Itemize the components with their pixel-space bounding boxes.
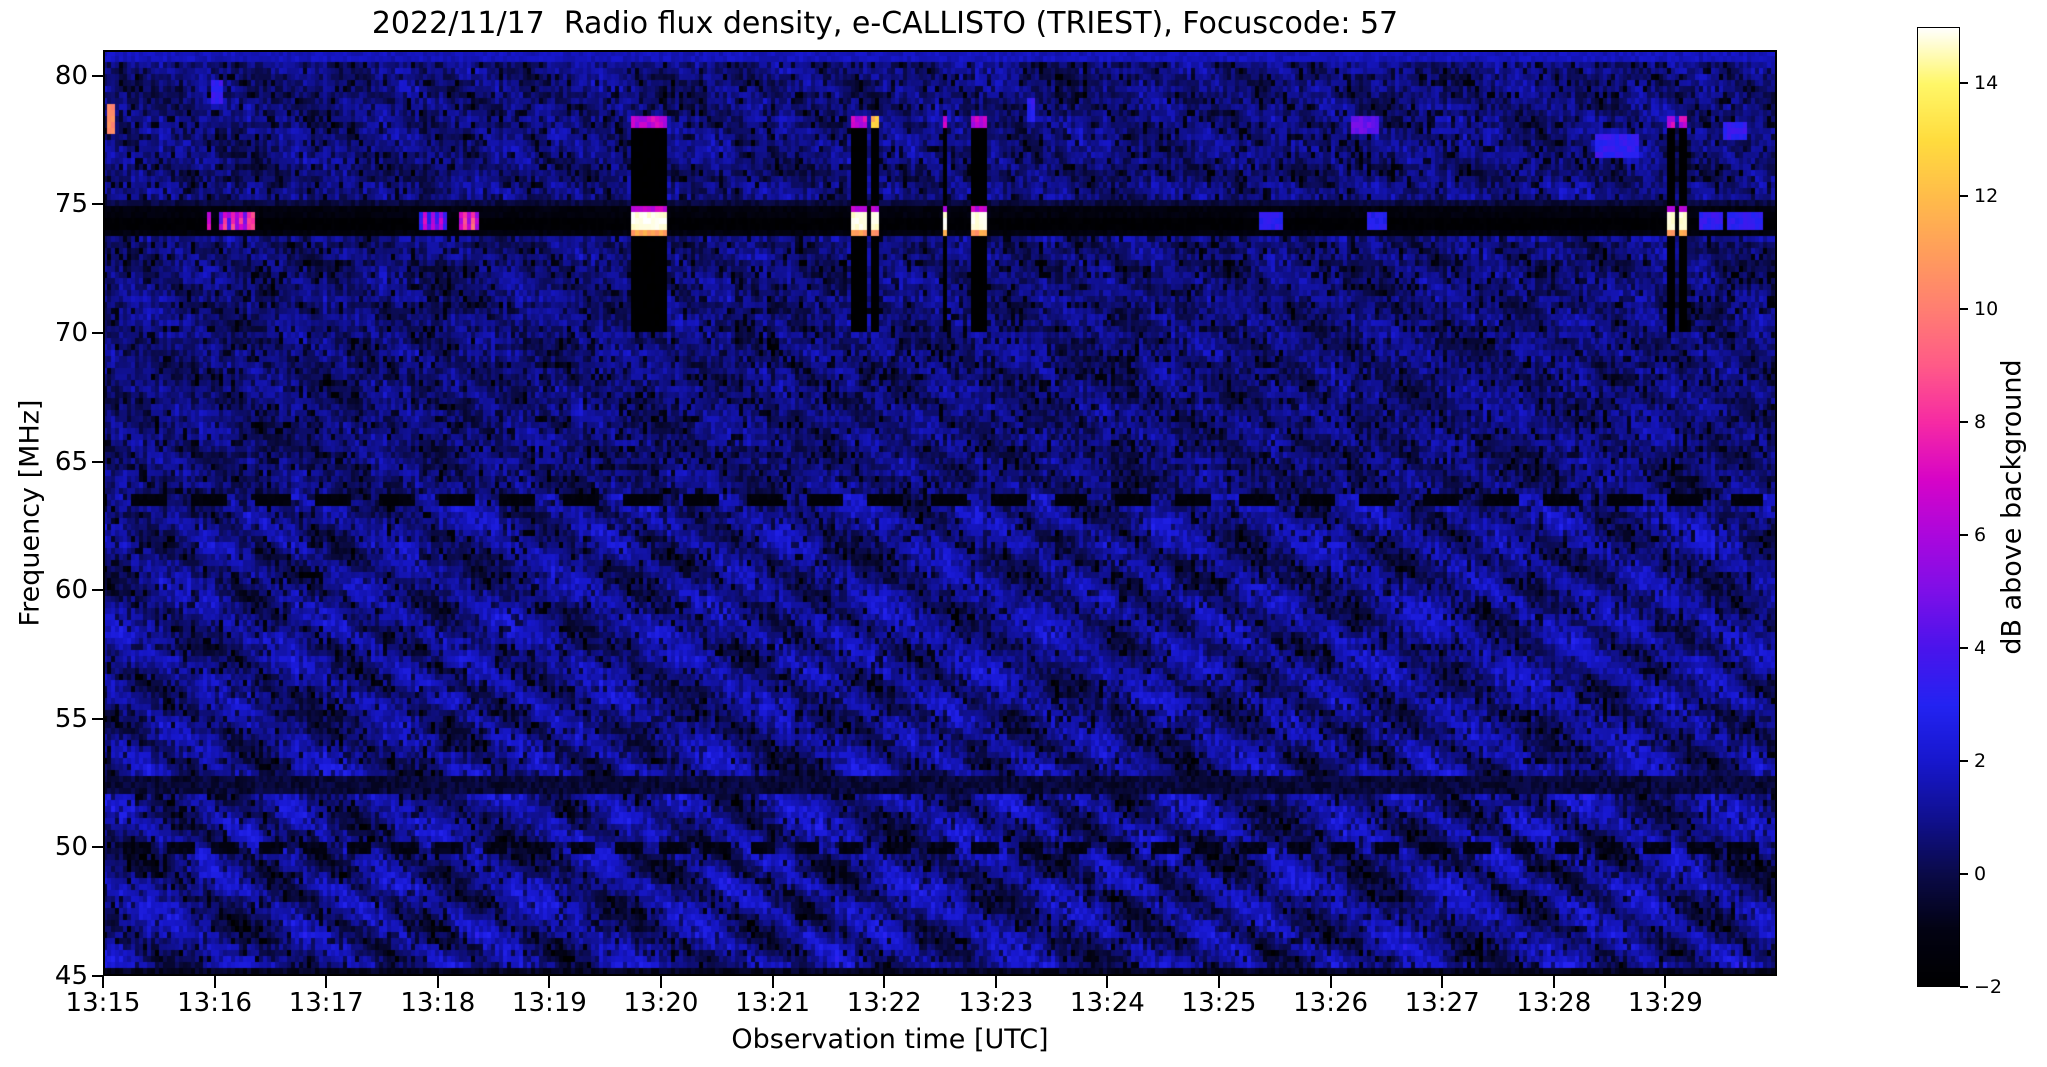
- x-tick-mark: [213, 976, 216, 988]
- colorbar-tick-mark: [1960, 986, 1968, 988]
- colorbar-tick-label: 12: [1974, 185, 1999, 208]
- x-tick-label: 13:19: [511, 988, 587, 1018]
- x-tick-mark: [325, 976, 328, 988]
- colorbar-tick-mark: [1960, 82, 1968, 85]
- chart-title: 2022/11/17 Radio flux density, e-CALLIST…: [371, 6, 1399, 41]
- x-tick-label: 13:24: [1069, 988, 1145, 1018]
- x-tick-label: 13:17: [288, 988, 364, 1018]
- colorbar-tick-mark: [1960, 647, 1968, 650]
- x-tick-label: 13:25: [1181, 988, 1257, 1018]
- colorbar-tick-label: 0: [1974, 863, 1987, 886]
- y-tick-label: 45: [54, 961, 88, 991]
- x-tick-mark: [660, 976, 662, 988]
- x-tick-mark: [1329, 976, 1332, 988]
- x-tick-mark: [548, 976, 551, 988]
- x-tick-label: 13:16: [177, 988, 253, 1018]
- colorbar-tick-label: −2: [1974, 976, 2003, 998]
- y-tick-mark: [92, 331, 103, 334]
- y-tick-mark: [92, 460, 103, 463]
- y-tick-mark: [92, 74, 103, 77]
- y-tick-label: 50: [54, 832, 88, 863]
- colorbar-tick-mark: [1960, 421, 1968, 424]
- colorbar-tick-label: 2: [1974, 750, 1987, 773]
- y-tick-label: 65: [54, 446, 88, 477]
- spectrogram-heatmap: [103, 50, 1777, 976]
- x-tick-label: 13:29: [1627, 988, 1703, 1018]
- x-tick-mark: [1664, 976, 1667, 988]
- colorbar-tick-label: 14: [1974, 72, 1999, 95]
- x-tick-label: 13:27: [1404, 988, 1480, 1018]
- x-tick-mark: [1218, 976, 1220, 988]
- x-tick-mark: [1552, 976, 1555, 988]
- y-tick-mark: [92, 717, 103, 720]
- x-tick-label: 13:21: [735, 988, 811, 1018]
- x-tick-mark: [1106, 976, 1109, 988]
- y-tick-label: 70: [54, 317, 88, 348]
- x-tick-mark: [883, 976, 886, 988]
- x-tick-label: 13:15: [65, 988, 141, 1018]
- x-tick-mark: [771, 976, 774, 988]
- colorbar-tick-label: 6: [1974, 524, 1987, 547]
- y-tick-mark: [92, 203, 103, 206]
- y-tick-label: 55: [54, 703, 88, 734]
- colorbar-tick-mark: [1960, 760, 1968, 763]
- colorbar-label: dB above background: [1996, 359, 2028, 655]
- y-tick-mark: [92, 846, 103, 849]
- colorbar-tick-label: 8: [1974, 411, 1987, 434]
- x-axis-label: Observation time [UTC]: [731, 1024, 1049, 1055]
- colorbar-tick-mark: [1960, 873, 1968, 876]
- x-tick-label: 13:23: [958, 988, 1034, 1018]
- colorbar-tick-label: 4: [1974, 637, 1987, 660]
- colorbar-gradient: [1917, 27, 1960, 987]
- colorbar-tick-mark: [1960, 534, 1968, 537]
- x-tick-label: 13:22: [846, 988, 922, 1018]
- colorbar-tick-mark: [1960, 195, 1968, 198]
- colorbar-tick-label: 10: [1974, 298, 1999, 321]
- x-tick-mark: [102, 976, 104, 988]
- y-axis-label: Frequency [MHz]: [14, 399, 46, 627]
- x-tick-label: 13:18: [400, 988, 476, 1018]
- x-tick-label: 13:26: [1293, 988, 1369, 1018]
- y-tick-mark: [92, 975, 103, 977]
- y-tick-mark: [92, 589, 103, 592]
- x-tick-mark: [436, 976, 439, 988]
- y-tick-label: 60: [54, 575, 88, 606]
- y-tick-label: 75: [54, 189, 88, 220]
- x-tick-label: 13:20: [623, 988, 699, 1018]
- y-tick-label: 80: [54, 60, 88, 91]
- x-tick-mark: [994, 976, 997, 988]
- x-tick-mark: [1441, 976, 1444, 988]
- colorbar-tick-mark: [1960, 308, 1968, 311]
- x-tick-label: 13:28: [1516, 988, 1592, 1018]
